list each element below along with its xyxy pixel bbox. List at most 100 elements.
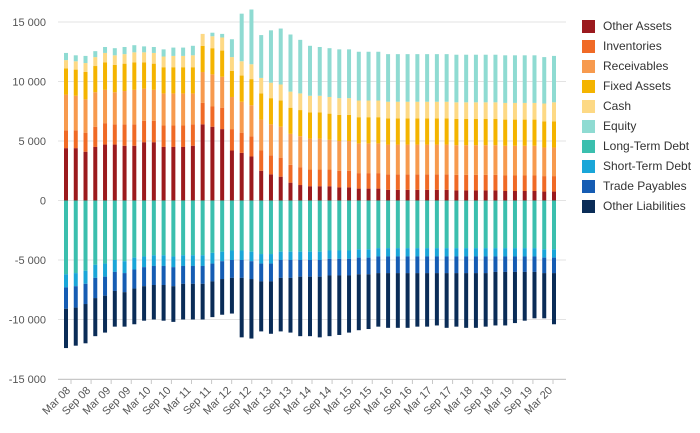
bar-segment [83,55,88,64]
legend-swatch [582,159,595,173]
bar-segment [395,118,400,145]
bar-segment [337,170,342,188]
bar-segment [542,249,547,258]
bar-segment [239,13,244,62]
bar-segment [512,55,517,103]
legend-item[interactable]: Short-Term Debt [582,156,700,176]
bar-segment [444,189,449,201]
bar-segment [239,260,244,278]
bar-segment [220,129,225,201]
bar-segment [288,182,293,201]
legend-item[interactable]: Long-Term Debt [582,136,700,156]
legend-item[interactable]: Fixed Assets [582,76,700,96]
bar-segment [356,274,361,331]
bar-segment [112,124,117,145]
bar-segment [356,143,361,174]
bar-segment [347,170,352,188]
bar-segment [200,124,205,201]
bar-segment [415,200,420,249]
bar-segment [542,147,547,177]
bar-segment [356,51,361,101]
legend-swatch [582,79,595,93]
bar-segment [552,191,556,201]
bar-segment [200,283,205,320]
bar-segment [200,200,205,256]
bar-segment [415,189,420,201]
bar-segment [425,248,430,257]
bar-segment [308,260,312,277]
bar-segment [512,256,517,272]
bar-segment [552,147,556,177]
bar-segment [210,252,215,264]
bar-segment [454,145,459,175]
bar-segment [542,176,547,192]
bar-segment [151,265,156,285]
bar-segment [268,263,273,282]
bar-segment [288,277,293,333]
bar-segment [161,284,166,321]
legend-item[interactable]: Other Liabilities [582,196,700,216]
bar-segment [415,118,420,145]
bar-segment [259,77,264,94]
bar-segment [444,248,449,257]
legend-swatch [582,39,595,53]
legend-label: Inventories [603,39,662,53]
bar-segment [268,281,273,334]
y-tick-label: -10 000 [9,315,46,327]
bar-segment [161,200,166,256]
bar-segment [171,125,176,147]
bar-segment [483,174,488,191]
bar-segment [464,54,469,103]
bar-segment [337,258,342,276]
bar-segment [83,151,88,201]
legend-item[interactable]: Equity [582,116,700,136]
bar-segment [229,129,234,151]
bar-segment [249,200,254,252]
bar-segment [542,200,547,250]
bar-segment [151,63,156,90]
bar-segment [473,118,478,146]
bar-segment [542,273,547,319]
bar-segment [298,136,303,168]
bar-segment [93,298,98,337]
bar-segment [268,82,273,99]
bar-segment [337,250,342,259]
bar-segment [395,174,400,190]
bar-segment [444,54,449,102]
bar-segment [386,54,391,102]
bar-segment [171,67,176,94]
bar-segment [366,257,371,275]
legend-item[interactable]: Receivables [582,56,700,76]
bar-segment [395,256,400,274]
bar-segment [473,190,478,201]
bar-segment [210,200,215,253]
bar-segment [103,295,108,333]
bar-segment [171,47,176,56]
bar-segment [366,173,371,189]
bar-segment [278,200,283,252]
bar-segment [132,45,137,53]
bar-segment [512,145,517,176]
bar-segment [503,175,508,191]
bar-segment [278,157,283,177]
bar-segment [132,62,137,90]
bar-segment [259,254,264,264]
bar-segment [405,118,410,145]
bar-segment [376,51,381,101]
bar-segment [542,191,547,201]
bar-segment [181,146,186,201]
legend-item[interactable]: Inventories [582,36,700,56]
bar-segment [434,54,439,102]
bar-segment [83,132,88,152]
bar-segment [454,118,459,146]
legend-item[interactable]: Cash [582,96,700,116]
bar-segment [249,156,254,201]
bar-segment [425,273,430,327]
bar-segment [317,251,322,260]
bar-segment [347,200,352,251]
bar-segment [454,256,459,274]
legend-item[interactable]: Other Assets [582,16,700,36]
bar-segment [327,186,332,201]
bar-segment [503,145,508,176]
legend-item[interactable]: Trade Payables [582,176,700,196]
